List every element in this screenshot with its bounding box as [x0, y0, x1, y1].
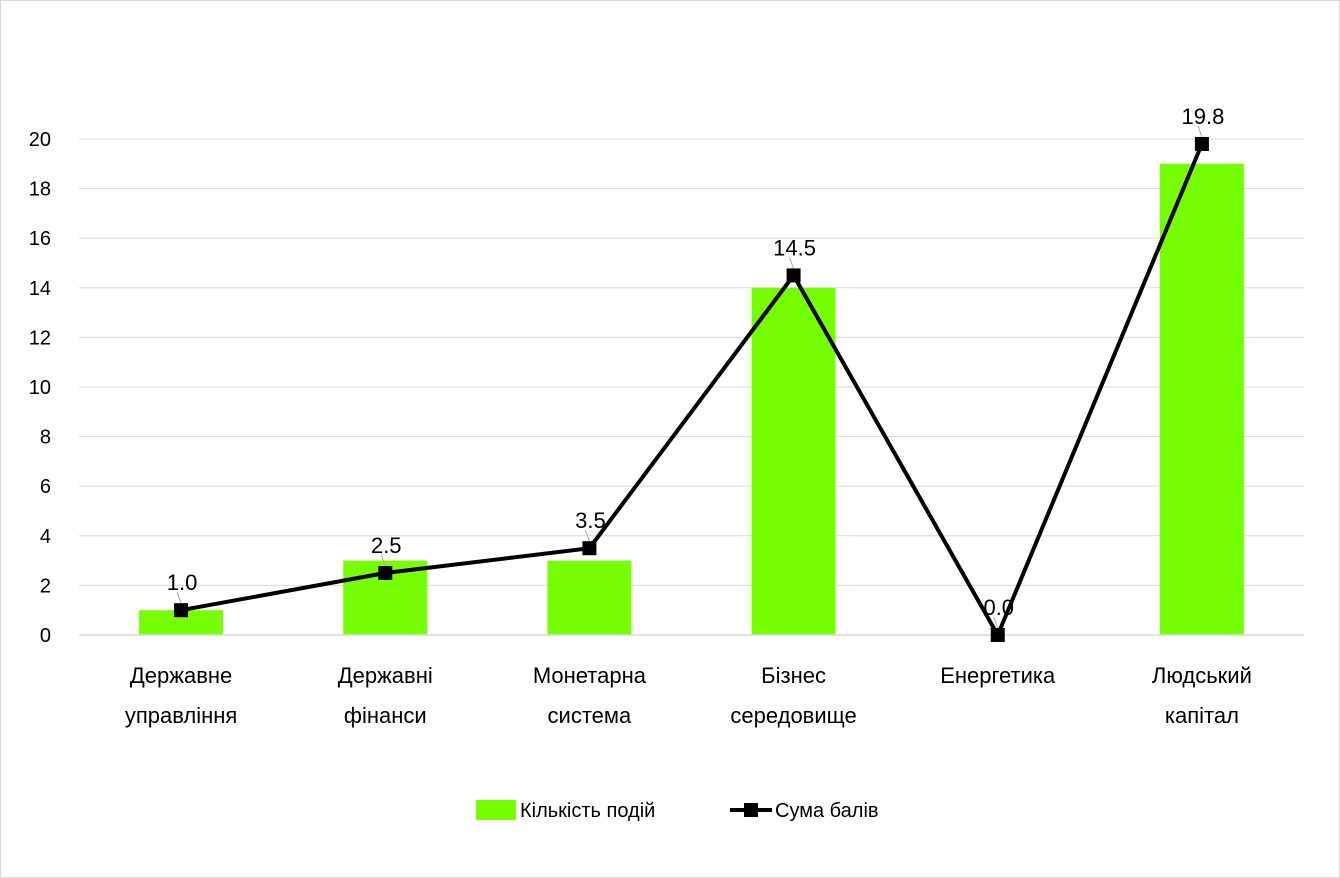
- data-label: 19.8: [1182, 104, 1225, 129]
- category-label-line: капітал: [1165, 703, 1239, 728]
- y-tick-label: 12: [29, 327, 51, 349]
- legend-bar-label: Кількість подій: [520, 800, 655, 822]
- category-label: Монетарна система: [533, 663, 647, 728]
- y-tick-label: 14: [29, 278, 51, 300]
- data-labels: 1.0 2.5 3.5 14.5 0.0 19.8: [167, 104, 1225, 629]
- category-label: Бізнес середовище: [730, 663, 856, 728]
- data-label: 14.5: [773, 235, 816, 260]
- data-label: 3.5: [575, 508, 606, 533]
- y-tick-label: 0: [40, 625, 51, 647]
- y-tick-label: 16: [29, 228, 51, 250]
- legend-bar-swatch: [476, 800, 516, 820]
- line-point: [1194, 136, 1209, 151]
- category-label-line: Монетарна: [533, 663, 647, 688]
- bar: [751, 287, 836, 635]
- line-series: [174, 136, 1209, 642]
- data-label-leader: [584, 530, 590, 542]
- category-label-line: Енергетика: [940, 663, 1056, 688]
- category-labels: Державне управління Державні фінанси Монетар…: [125, 663, 1252, 728]
- data-label-leader: [380, 554, 386, 567]
- category-label: Державні фінанси: [338, 663, 433, 728]
- category-label-line: Людський: [1152, 663, 1252, 688]
- data-label: 1.0: [167, 570, 198, 595]
- legend: Кількість подій Сума балів: [476, 800, 879, 822]
- series-line: [180, 143, 1204, 640]
- data-label-leader: [1197, 125, 1203, 138]
- line-point: [990, 628, 1005, 642]
- line-point: [174, 603, 189, 618]
- data-label: 2.5: [371, 533, 402, 558]
- y-tick-label: 10: [29, 377, 51, 399]
- legend-line-label: Сума балів: [775, 800, 879, 822]
- y-tick-label: 2: [40, 575, 51, 597]
- line-point: [582, 541, 597, 556]
- category-label-line: управління: [125, 703, 238, 728]
- data-label: 0.0: [983, 595, 1014, 620]
- y-tick-label: 18: [29, 179, 51, 201]
- legend-line-marker: [744, 803, 758, 817]
- category-label-line: Державні: [338, 663, 433, 688]
- bar-series: [139, 163, 1244, 636]
- y-tick-label: 20: [29, 129, 51, 151]
- y-tick-label: 4: [40, 526, 51, 548]
- bar: [547, 560, 632, 635]
- y-tick-label: 6: [40, 476, 51, 498]
- category-label-line: Державне: [130, 663, 232, 688]
- data-label-leader: [789, 257, 795, 269]
- category-label: Енергетика: [940, 663, 1056, 688]
- gridlines: [79, 138, 1304, 586]
- data-label-leader: [993, 616, 999, 629]
- line-point: [378, 566, 393, 580]
- category-label: Державне управління: [125, 663, 238, 728]
- bar: [1159, 163, 1244, 636]
- category-label-line: середовище: [730, 703, 856, 728]
- data-label-leader: [176, 592, 182, 604]
- y-axis-ticks: 0 2 4 6 8 10 12 14 16 18 20: [29, 129, 51, 647]
- category-label-line: Бізнес: [761, 663, 826, 688]
- category-label-line: система: [548, 703, 632, 728]
- category-label: Людський капітал: [1152, 663, 1252, 728]
- line-point: [786, 268, 801, 283]
- y-tick-label: 8: [40, 427, 51, 449]
- category-label-line: фінанси: [344, 703, 427, 728]
